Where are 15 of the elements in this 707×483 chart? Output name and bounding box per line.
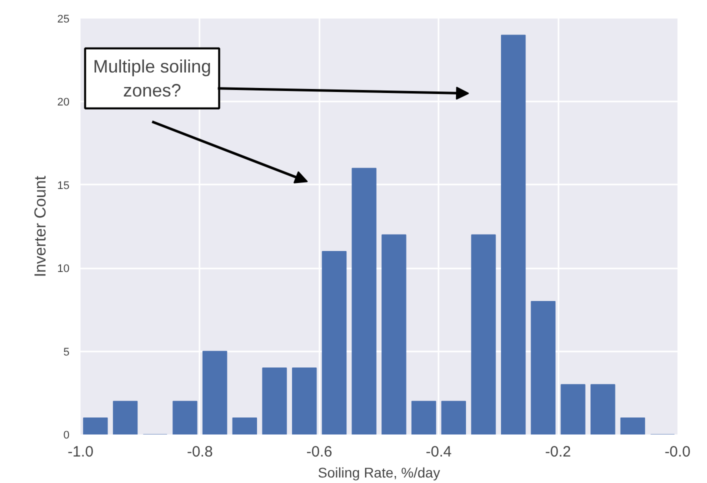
x-tick-label: -0.8 xyxy=(186,444,213,460)
annotation: Multiple soiling zones? xyxy=(93,56,212,100)
y-tick-label: 15 xyxy=(57,180,70,192)
y-tick-label: 10 xyxy=(57,263,70,276)
x-tick-label: -0.6 xyxy=(306,444,332,460)
y-tick-label: 0 xyxy=(63,430,70,442)
x-tick-label: -0.0 xyxy=(664,444,690,460)
x-tick-label: -1.0 xyxy=(68,444,94,460)
y-tick-label: 20 xyxy=(57,96,70,109)
x-axis-title: Soiling Rate, %/day xyxy=(318,464,440,480)
x-tick-label: -0.2 xyxy=(545,444,572,460)
y-axis-title: Inverter Count xyxy=(32,175,50,278)
x-tick-label: -0.4 xyxy=(426,444,452,460)
y-tick-label: 5 xyxy=(63,346,70,358)
y-tick-label: 25 xyxy=(57,14,70,26)
